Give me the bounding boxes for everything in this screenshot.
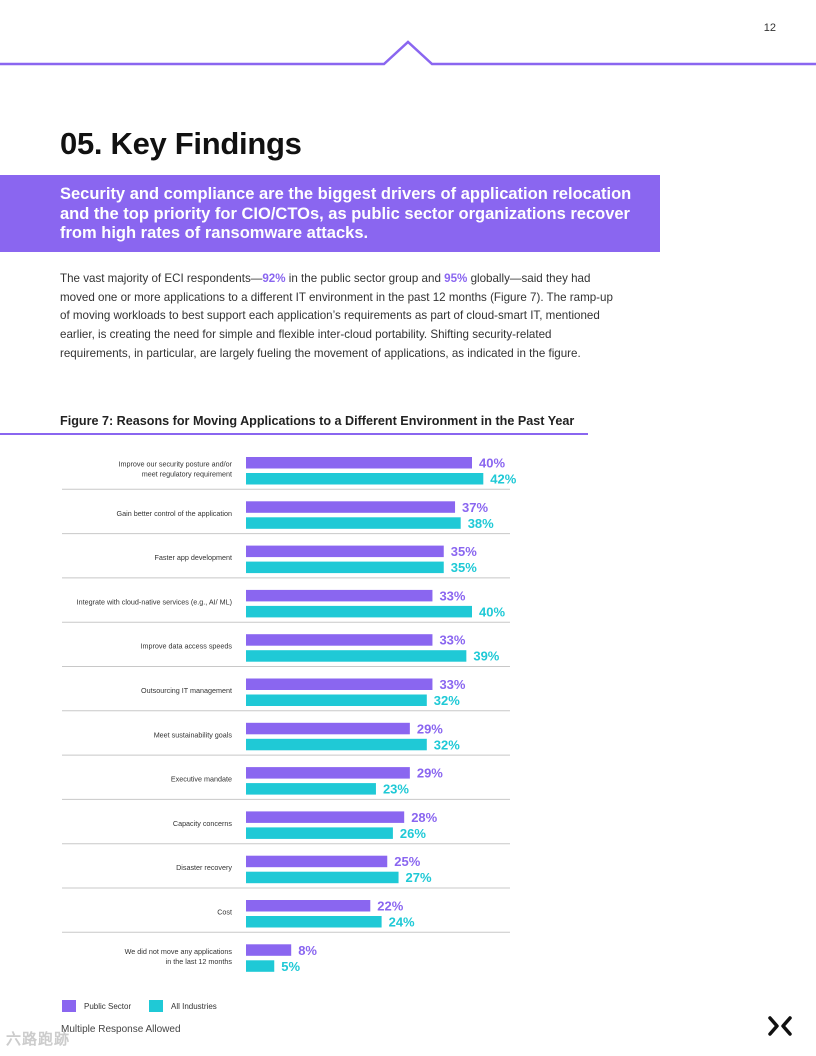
category-label-disaster-recovery: Disaster recovery: [176, 863, 232, 872]
bar-all-industries-5: [246, 650, 467, 662]
body-text-1: The vast majority of ECI respondents—: [60, 272, 263, 285]
value-label-public-sector-7: 29%: [417, 721, 443, 736]
value-label-public-sector-9: 28%: [411, 810, 437, 825]
value-label-public-sector-8: 29%: [417, 766, 443, 781]
value-label-public-sector-10: 25%: [394, 854, 420, 869]
value-label-public-sector-3: 35%: [451, 544, 477, 559]
bar-all-industries-6: [246, 694, 427, 706]
body-paragraph: The vast majority of ECI respondents—92%…: [60, 270, 622, 364]
bar-all-industries-11: [246, 916, 382, 928]
value-label-public-sector-1: 40%: [479, 456, 505, 471]
stat-global: 95%: [444, 272, 468, 285]
value-label-all-industries-5: 39%: [473, 649, 499, 664]
header-chevron-rule: [0, 40, 816, 66]
footnote: Multiple Response Allowed: [61, 1024, 181, 1035]
legend-swatch-public-sector: [62, 1000, 76, 1012]
category-label-cost: Cost: [217, 908, 232, 917]
category-label-outsourcing-it-management: Outsourcing IT management: [141, 686, 232, 695]
legend-label-all-industries: All Industries: [171, 1002, 217, 1011]
category-label-improve-data-access-speeds: Improve data access speeds: [141, 642, 233, 651]
value-label-all-industries-4: 40%: [479, 604, 505, 619]
category-label-integrate-with-cloud-native-services-e-g: Integrate with cloud-native services (e.…: [77, 597, 232, 606]
category-label-faster-app-development: Faster app development: [154, 553, 232, 562]
bar-public-sector-9: [246, 811, 405, 823]
value-label-all-industries-8: 23%: [383, 782, 409, 797]
bar-all-industries-8: [246, 783, 376, 795]
bar-all-industries-4: [246, 605, 472, 618]
bar-chart: Improve our security posture and/or meet …: [62, 456, 517, 974]
bar-public-sector-5: [246, 634, 433, 646]
bar-public-sector-12: [246, 944, 292, 956]
value-label-public-sector-12: 8%: [298, 943, 317, 958]
key-finding-banner: Security and compliance are the biggest …: [0, 175, 660, 252]
value-label-public-sector-5: 33%: [439, 633, 465, 648]
bar-all-industries-2: [246, 517, 461, 529]
bar-public-sector-6: [246, 678, 433, 690]
bar-all-industries-1: [246, 473, 484, 485]
bar-all-industries-12: [246, 960, 275, 972]
category-label-meet-sustainability-goals: Meet sustainability goals: [154, 730, 233, 739]
value-label-public-sector-2: 37%: [462, 500, 488, 515]
bar-public-sector-3: [246, 545, 444, 558]
value-label-all-industries-6: 32%: [434, 693, 460, 708]
value-label-all-industries-10: 27%: [406, 870, 432, 885]
figure-title: Figure 7: Reasons for Moving Application…: [60, 414, 575, 428]
value-label-all-industries-2: 38%: [468, 516, 494, 531]
bar-public-sector-4: [246, 589, 433, 602]
bar-all-industries-9: [246, 827, 393, 839]
figure-title-rule: [0, 433, 588, 435]
bar-all-industries-7: [246, 738, 427, 751]
bar-all-industries-3: [246, 561, 444, 574]
value-label-all-industries-7: 32%: [434, 737, 460, 752]
value-label-all-industries-12: 5%: [281, 959, 300, 974]
company-logo-icon: [768, 1016, 792, 1036]
value-label-all-industries-9: 26%: [400, 826, 426, 841]
value-label-public-sector-4: 33%: [439, 588, 465, 603]
value-label-public-sector-11: 22%: [377, 899, 403, 914]
bar-all-industries-10: [246, 871, 399, 884]
watermark: 六路跑跡: [6, 1031, 71, 1048]
bar-public-sector-1: [246, 457, 472, 469]
body-text-3: globally—said they had moved one or more…: [60, 272, 613, 360]
category-label-executive-mandate: Executive mandate: [171, 775, 232, 784]
bar-public-sector-10: [246, 855, 388, 868]
legend-swatch-all-industries: [149, 1000, 163, 1012]
bar-public-sector-8: [246, 767, 410, 779]
legend-label-public-sector: Public Sector: [84, 1002, 132, 1011]
value-label-public-sector-6: 33%: [439, 677, 465, 692]
value-label-all-industries-3: 35%: [451, 560, 477, 575]
category-label-gain-better-control-of-the-application: Gain better control of the application: [117, 509, 232, 518]
value-label-all-industries-11: 24%: [389, 915, 415, 930]
value-label-all-industries-1: 42%: [490, 472, 516, 487]
bar-public-sector-7: [246, 722, 410, 735]
category-label-capacity-concerns: Capacity concerns: [173, 819, 233, 828]
page-title: 05. Key Findings: [60, 126, 302, 161]
bar-public-sector-2: [246, 501, 456, 513]
bar-public-sector-11: [246, 900, 371, 912]
category-label-improve-our-security-posture-and-or-meet: Improve our security posture and/or meet …: [119, 460, 233, 479]
body-text-2: in the public sector group and: [285, 272, 445, 285]
stat-public-sector: 92%: [262, 272, 286, 285]
page-number: 12: [763, 22, 776, 34]
category-label-we-did-not-move-any-applications-in-the-: We did not move any applications in the l…: [125, 947, 233, 966]
